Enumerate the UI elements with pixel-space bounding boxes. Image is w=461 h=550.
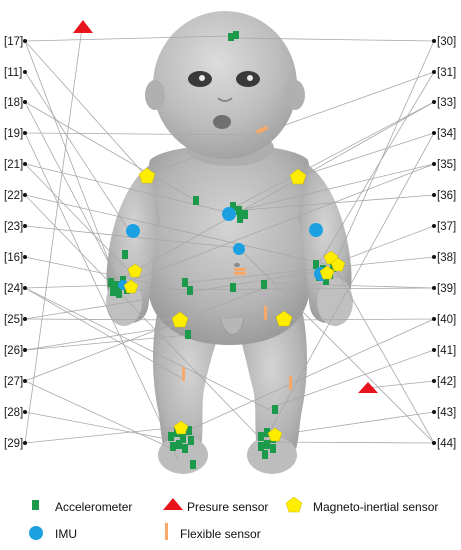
- legend-item-imu: IMU: [29, 526, 77, 541]
- ref-label-left-10: [25]: [4, 314, 23, 326]
- blue-circle-icon: [29, 526, 43, 540]
- legend-item-magneto: Magneto-inertial sensor: [285, 496, 438, 514]
- right-connector-lines: [109, 37, 435, 444]
- legend-item-pressure: Presure sensor: [163, 498, 268, 514]
- ref-label-left-7: [23]: [4, 221, 23, 233]
- pressure-sensor-markers: [73, 20, 378, 393]
- ref-label-left-2: [11]: [4, 67, 22, 79]
- left-reference-labels: [17] [11] [18] [19] [21] [22] [23] [16] …: [4, 36, 23, 450]
- ref-label-right-12: [42]: [437, 376, 456, 388]
- magneto-inertial-markers: [123, 167, 346, 442]
- ref-label-right-14: [44]: [437, 438, 456, 450]
- right-anchor-dots: [432, 39, 436, 445]
- legend-label-imu: IMU: [55, 527, 77, 541]
- legend-label-pressure: Presure sensor: [187, 500, 268, 514]
- ref-label-left-3: [18]: [4, 97, 23, 109]
- legend-item-flexible: Flexible sensor: [165, 523, 261, 541]
- ref-label-right-6: [36]: [437, 190, 456, 202]
- flexible-sensor-markers: [182, 125, 292, 390]
- ref-label-left-12: [27]: [4, 376, 23, 388]
- ref-label-left-1: [17]: [4, 36, 23, 48]
- green-square-icon: [32, 500, 39, 510]
- ref-label-right-9: [39]: [437, 283, 456, 295]
- right-reference-labels: [30] [31] [33] [34] [35] [36] [37] [38] …: [437, 36, 456, 450]
- ref-label-right-3: [33]: [437, 97, 456, 109]
- ref-label-right-7: [37]: [437, 221, 456, 233]
- ref-label-left-14: [29]: [4, 438, 23, 450]
- left-connector-lines: [24, 27, 331, 461]
- ref-label-right-10: [40]: [437, 314, 456, 326]
- ref-label-right-11: [41]: [437, 345, 456, 357]
- ref-label-left-9: [24]: [4, 283, 23, 295]
- ref-label-right-5: [35]: [437, 159, 456, 171]
- ref-label-right-4: [34]: [437, 128, 456, 140]
- legend-label-magneto: Magneto-inertial sensor: [313, 500, 438, 514]
- ref-label-left-4: [19]: [4, 128, 23, 140]
- legend-item-accelerometer: Accelerometer: [32, 500, 132, 514]
- legend-label-accelerometer: Accelerometer: [55, 500, 132, 514]
- ref-label-right-2: [31]: [437, 67, 456, 79]
- ref-label-right-1: [30]: [437, 36, 456, 48]
- ref-label-left-8: [16]: [4, 252, 23, 264]
- red-triangle-icon: [163, 498, 183, 510]
- ref-label-left-13: [28]: [4, 407, 23, 419]
- legend: Accelerometer Presure sensor Magneto-ine…: [29, 496, 438, 541]
- legend-label-flexible: Flexible sensor: [180, 527, 261, 541]
- ref-label-right-8: [38]: [437, 252, 456, 264]
- ref-label-left-11: [26]: [4, 345, 23, 357]
- orange-bar-icon: [165, 523, 168, 540]
- left-anchor-dots: [23, 39, 27, 445]
- ref-label-right-13: [43]: [437, 407, 456, 419]
- ref-label-left-5: [21]: [4, 159, 23, 171]
- ref-label-left-6: [22]: [4, 190, 23, 202]
- yellow-pentagon-icon: [285, 496, 303, 513]
